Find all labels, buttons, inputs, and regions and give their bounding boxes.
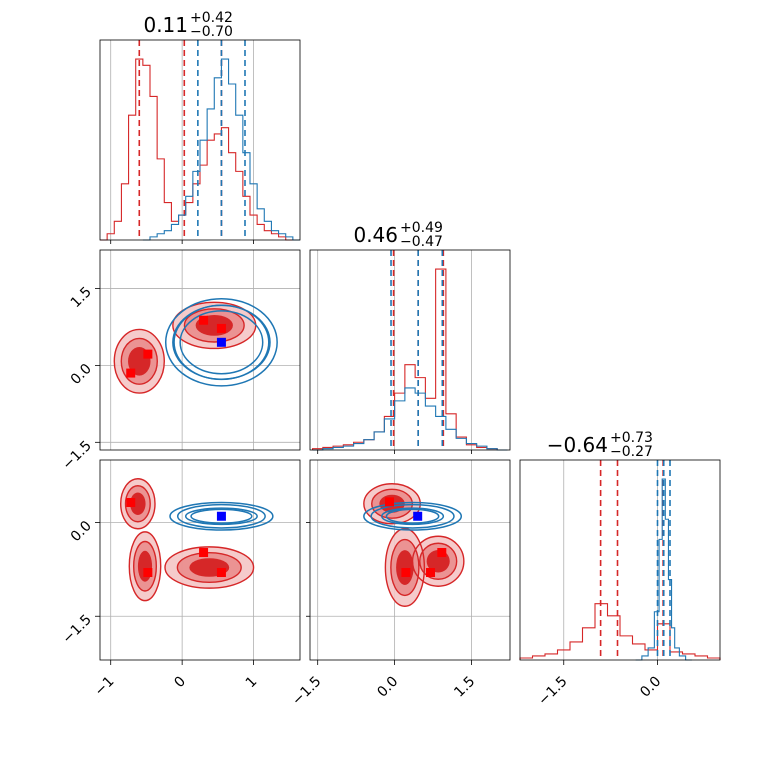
panel-2d-0-1 [99, 249, 301, 451]
x-tick-label: 0.0 [374, 674, 401, 701]
red-contour [113, 328, 165, 394]
blue-contour [164, 297, 278, 387]
panel-hist-2: −0.64 +0.73−0.27 [519, 430, 721, 661]
x-tick-label: 0.0 [637, 674, 664, 701]
red-contour [384, 528, 426, 607]
x-tick-label: −1 [92, 674, 118, 700]
blue-contour [385, 508, 440, 524]
red-density-fill-2 [137, 550, 153, 582]
title-plus: +0.73 [610, 430, 653, 446]
red-marker [199, 548, 209, 557]
hist-step-series-0 [312, 268, 498, 450]
y-tick-label: −1.5 [59, 612, 94, 647]
red-contour [419, 542, 458, 580]
x-tick-label: 1.5 [451, 674, 478, 701]
hist-step-series-0 [519, 603, 721, 660]
panel-frame [99, 249, 301, 451]
panel-content [113, 297, 278, 394]
red-marker [426, 568, 436, 577]
x-tick-label: 1 [243, 674, 261, 692]
blue-contour [190, 508, 253, 524]
panel-frame [309, 249, 511, 451]
title-plus: +0.49 [400, 220, 443, 236]
panel-content [363, 483, 465, 607]
y-tick-label: 1.5 [68, 284, 95, 311]
title-median: 0.11 [143, 13, 188, 37]
panel-hist-0: 0.11 +0.42−0.70 [99, 10, 301, 241]
red-contour [124, 485, 151, 523]
hist-step-series-0 [100, 58, 293, 241]
red-marker [216, 568, 226, 577]
red-contour [371, 488, 414, 519]
hist-step-series-1 [312, 387, 508, 451]
title-median: −0.64 [547, 433, 608, 457]
blue-contour [179, 310, 264, 375]
panel-hist-1: 0.46 +0.49−0.47 [309, 220, 511, 451]
y-tick-label: 0.0 [68, 361, 95, 388]
hist-step-series-1 [142, 58, 300, 241]
blue-contour [381, 507, 445, 526]
y-tick-label: −1.5 [59, 438, 94, 473]
panel-frame [99, 39, 301, 241]
red-contour [120, 478, 156, 530]
red-contour [164, 546, 255, 589]
panel-frame [309, 459, 511, 661]
red-marker [401, 568, 411, 577]
red-marker [126, 498, 136, 507]
red-contour [132, 540, 158, 592]
red-contour [363, 483, 421, 525]
red-marker [126, 368, 136, 378]
panel-frame [519, 459, 721, 661]
title-minus: −0.27 [610, 444, 653, 460]
title-median: 0.46 [353, 223, 398, 247]
panel-frame [99, 459, 301, 661]
panel-content [120, 478, 274, 602]
title-minus: −0.47 [400, 234, 443, 250]
red-marker [143, 568, 153, 577]
red-marker [437, 548, 447, 557]
red-contour [128, 531, 162, 602]
blue-contour [173, 304, 270, 381]
red-marker [384, 497, 394, 507]
blue-marker [413, 511, 423, 521]
x-tick-label: −1.5 [535, 674, 570, 709]
hist-step-series-1 [635, 478, 692, 661]
red-contour [176, 551, 242, 584]
red-marker [216, 323, 226, 333]
blue-contour [169, 501, 274, 531]
red-marker [199, 315, 209, 325]
blue-marker [216, 511, 226, 521]
red-contour [120, 337, 158, 385]
red-contour [411, 535, 465, 587]
title-plus: +0.42 [190, 10, 233, 26]
y-tick-label: 0.0 [68, 518, 95, 545]
x-tick-label: −1.5 [289, 674, 324, 709]
x-tick-label: 0 [171, 674, 189, 692]
title-minus: −0.70 [190, 24, 233, 40]
panel-2d-0-2 [99, 459, 301, 661]
red-contour [390, 538, 420, 597]
blue-marker [216, 337, 226, 347]
blue-contour [184, 507, 258, 526]
blue-contour [176, 503, 266, 529]
panel-2d-1-2 [309, 459, 511, 661]
red-density-fill-2 [396, 550, 414, 585]
blue-contour [363, 501, 463, 531]
red-contour [183, 308, 245, 343]
blue-contour [370, 503, 455, 529]
red-marker [143, 349, 153, 359]
